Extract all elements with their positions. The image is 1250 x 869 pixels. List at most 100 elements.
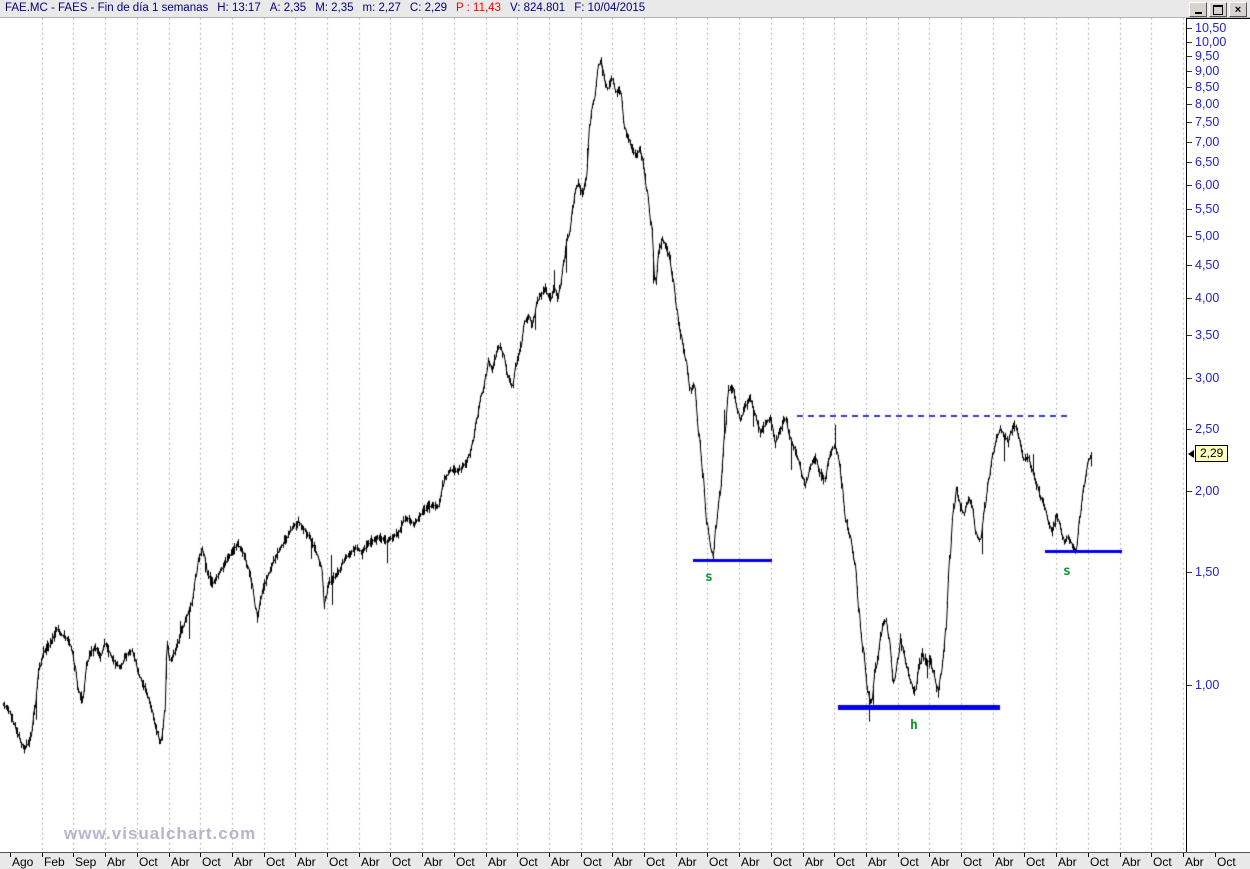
close-icon: × <box>1234 3 1242 16</box>
time-tick-label: Abr <box>424 855 443 869</box>
time-tick <box>834 853 835 857</box>
price-tick-label: 8,00 <box>1195 97 1220 111</box>
time-tick <box>581 853 582 857</box>
time-tick <box>612 853 613 857</box>
time-tick-label: Abr <box>171 855 190 869</box>
price-tick <box>1187 122 1192 123</box>
price-tick-label: 7,50 <box>1195 115 1220 129</box>
time-tick-label: Abr <box>234 855 253 869</box>
time-tick <box>486 853 487 857</box>
time-tick <box>644 853 645 857</box>
price-tick-label: 10,00 <box>1195 35 1227 49</box>
price-tick-label: 1,00 <box>1195 678 1220 692</box>
time-tick <box>771 853 772 857</box>
time-tick <box>327 853 328 857</box>
time-tick <box>549 853 550 857</box>
time-tick <box>739 853 740 857</box>
time-tick-label: Oct <box>266 855 285 869</box>
time-tick-label: Abr <box>361 855 380 869</box>
time-tick <box>232 853 233 857</box>
time-tick <box>707 853 708 857</box>
time-tick-label: Abr <box>614 855 633 869</box>
price-tick-label: 3,50 <box>1195 328 1220 342</box>
time-tick-label: Abr <box>488 855 507 869</box>
time-tick-label: Oct <box>202 855 221 869</box>
time-tick-label: Oct <box>1026 855 1045 869</box>
time-tick <box>1056 853 1057 857</box>
maximize-button[interactable] <box>1209 2 1227 17</box>
time-tick <box>1024 853 1025 857</box>
time-tick <box>1088 853 1089 857</box>
time-tick-label: Oct <box>583 855 602 869</box>
time-tick-label: Ago <box>12 855 34 869</box>
price-tick <box>1187 685 1192 686</box>
pattern-label-h[interactable]: h <box>910 718 918 733</box>
pattern-label-s[interactable]: s <box>705 570 713 585</box>
minimize-icon <box>1194 12 1202 14</box>
price-tick <box>1187 28 1192 29</box>
time-tick-label: Abr <box>931 855 950 869</box>
price-tick <box>1187 236 1192 237</box>
time-tick <box>10 853 11 857</box>
time-tick-label: Abr <box>678 855 697 869</box>
price-tick <box>1187 378 1192 379</box>
time-tick <box>803 853 804 857</box>
time-tick-label: Abr <box>805 855 824 869</box>
time-tick-label: Abr <box>1185 855 1204 869</box>
watermark: www.visualchart.com <box>64 824 257 843</box>
time-tick <box>42 853 43 857</box>
price-tick <box>1187 209 1192 210</box>
time-tick <box>264 853 265 857</box>
time-tick <box>929 853 930 857</box>
time-tick <box>454 853 455 857</box>
time-tick-label: Abr <box>868 855 887 869</box>
time-axis[interactable]: Ago Feb Sep Abr Oct Abr Oct Abr Oct Abr Oct Abr Oct A… <box>0 852 1250 869</box>
time-tick-label: Oct <box>392 855 411 869</box>
time-tick <box>1183 853 1184 857</box>
price-tick-label: 7,00 <box>1195 135 1220 149</box>
price-tick <box>1187 71 1192 72</box>
time-tick-label: Abr <box>995 855 1014 869</box>
price-tick-label: 9,50 <box>1195 49 1220 63</box>
time-tick-label: Oct <box>329 855 348 869</box>
price-tick-label: 10,50 <box>1195 21 1227 35</box>
price-tick-label: 5,00 <box>1195 229 1220 243</box>
time-tick <box>898 853 899 857</box>
price-tick <box>1187 429 1192 430</box>
price-series-canvas[interactable] <box>0 0 1186 869</box>
price-tick <box>1187 56 1192 57</box>
chart-plot-area[interactable]: www.visualchart.com s h s <box>0 0 1186 869</box>
time-tick <box>961 853 962 857</box>
time-tick-label: Sep <box>75 855 97 869</box>
close-button[interactable]: × <box>1229 2 1247 17</box>
time-tick <box>1120 853 1121 857</box>
price-tick-label: 3,00 <box>1195 371 1220 385</box>
time-tick-label: Oct <box>1090 855 1109 869</box>
price-tick <box>1187 87 1192 88</box>
time-tick-label: Oct <box>139 855 158 869</box>
price-tick-label: 2,00 <box>1195 484 1220 498</box>
price-axis[interactable]: 10,50 10,00 9,50 9,00 8,50 8,00 7,50 7,00 6,50 6,… <box>1186 18 1250 853</box>
time-tick-label: Oct <box>1153 855 1172 869</box>
price-tick <box>1187 572 1192 573</box>
time-tick-label: Abr <box>741 855 760 869</box>
marker-arrow-icon <box>1188 449 1194 458</box>
time-tick-label: Abr <box>551 855 570 869</box>
window-buttons: × <box>1189 2 1247 17</box>
price-tick <box>1187 265 1192 266</box>
minimize-button[interactable] <box>1189 2 1207 17</box>
price-tick-label: 9,00 <box>1195 64 1220 78</box>
maximize-icon <box>1213 4 1223 15</box>
time-tick-label: Oct <box>963 855 982 869</box>
price-tick-label: 4,00 <box>1195 291 1220 305</box>
price-tick <box>1187 162 1192 163</box>
price-tick <box>1187 335 1192 336</box>
time-tick-label: Oct <box>773 855 792 869</box>
time-tick-label: Oct <box>900 855 919 869</box>
pattern-label-s[interactable]: s <box>1063 564 1071 579</box>
time-tick <box>169 853 170 857</box>
time-tick <box>295 853 296 857</box>
time-tick-label: Oct <box>1217 855 1236 869</box>
last-price-marker: 2,29 <box>1188 445 1229 462</box>
